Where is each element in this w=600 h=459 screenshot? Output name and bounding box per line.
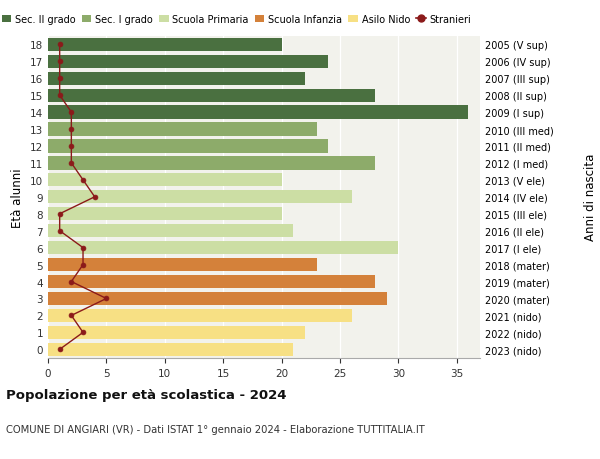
- Bar: [48, 106, 469, 119]
- Bar: [48, 157, 375, 170]
- Bar: [48, 224, 293, 238]
- Bar: [48, 56, 328, 69]
- Bar: [48, 343, 293, 356]
- Bar: [48, 73, 305, 85]
- Bar: [48, 241, 398, 255]
- Bar: [48, 292, 386, 305]
- Bar: [48, 309, 352, 322]
- Bar: [48, 90, 375, 102]
- Bar: [48, 207, 281, 221]
- Legend: Sec. II grado, Sec. I grado, Scuola Primaria, Scuola Infanzia, Asilo Nido, Stran: Sec. II grado, Sec. I grado, Scuola Prim…: [0, 11, 475, 28]
- Bar: [48, 140, 328, 153]
- Y-axis label: Età alunni: Età alunni: [11, 168, 25, 227]
- Text: COMUNE DI ANGIARI (VR) - Dati ISTAT 1° gennaio 2024 - Elaborazione TUTTITALIA.IT: COMUNE DI ANGIARI (VR) - Dati ISTAT 1° g…: [6, 425, 425, 435]
- Bar: [48, 39, 281, 52]
- Text: Anni di nascita: Anni di nascita: [584, 154, 597, 241]
- Text: Popolazione per età scolastica - 2024: Popolazione per età scolastica - 2024: [6, 388, 287, 401]
- Bar: [48, 191, 352, 204]
- Bar: [48, 258, 317, 272]
- Bar: [48, 326, 305, 339]
- Bar: [48, 123, 317, 136]
- Bar: [48, 174, 281, 187]
- Bar: [48, 275, 375, 289]
